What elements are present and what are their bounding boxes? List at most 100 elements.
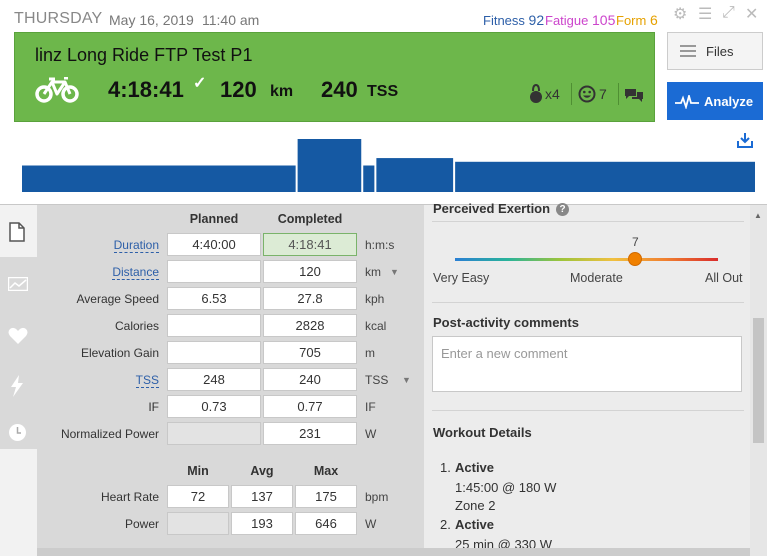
form-metric: Form 6 <box>616 12 658 28</box>
hr-unit: bpm <box>365 490 389 504</box>
divider <box>571 83 572 105</box>
min-column-header: Min <box>187 464 209 478</box>
distance-planned-input[interactable] <box>167 260 261 283</box>
sidebar-item-history[interactable] <box>0 413 37 449</box>
exertion-slider-handle[interactable] <box>628 252 642 266</box>
sidebar-item-summary[interactable] <box>0 205 37 257</box>
avg-column-header: Avg <box>250 464 274 478</box>
analyze-button[interactable]: Analyze <box>667 82 763 120</box>
files-icon <box>680 45 696 57</box>
max-column-header: Max <box>313 464 339 478</box>
hr-max-input[interactable]: 175 <box>295 485 357 508</box>
day-label: THURSDAY <box>14 10 103 27</box>
elevation-label: Elevation Gain <box>80 346 159 360</box>
comments-icon <box>625 89 643 102</box>
download-icon[interactable] <box>737 132 753 148</box>
fatigue-label: Fatigue <box>545 13 589 28</box>
duration-planned-input[interactable]: 4:40:00 <box>167 233 261 256</box>
if-planned-input[interactable]: 0.73 <box>167 395 261 418</box>
elevation-completed-input[interactable]: 705 <box>263 341 357 364</box>
files-button[interactable]: Files <box>667 32 763 70</box>
completed-check-icon: ✓ <box>193 75 207 92</box>
tss-planned-input[interactable]: 248 <box>167 368 261 391</box>
divider <box>618 83 619 105</box>
distance-unit-select[interactable]: km <box>365 265 381 279</box>
gear-icon[interactable]: ⚙ <box>673 6 688 23</box>
divider <box>432 410 744 411</box>
fitness-label: Fitness <box>483 13 525 28</box>
lightning-icon <box>11 375 23 397</box>
distance-completed-input[interactable]: 120 <box>263 260 357 283</box>
calories-completed-input[interactable]: 2828 <box>263 314 357 337</box>
kettlebell-count: x4 <box>545 86 560 102</box>
divider <box>432 302 744 303</box>
np-unit: W <box>365 427 377 441</box>
hr-avg-input[interactable]: 137 <box>231 485 293 508</box>
scrollbar-thumb[interactable] <box>753 318 764 443</box>
divider <box>432 221 744 222</box>
chevron-down-icon[interactable]: ▼ <box>402 375 411 385</box>
step-number: 1. <box>440 460 451 475</box>
vertical-scrollbar[interactable]: ▲ <box>750 205 767 556</box>
calories-planned-input[interactable] <box>167 314 261 337</box>
duration-completed-input[interactable]: 4:18:41 <box>263 233 357 256</box>
tss-unit: TSS <box>367 83 399 100</box>
heart-rate-label: Heart Rate <box>100 490 159 504</box>
menu-icon[interactable]: ☰ <box>698 6 713 23</box>
scroll-up-icon[interactable]: ▲ <box>754 211 762 220</box>
chevron-down-icon[interactable]: ▼ <box>390 267 399 277</box>
workout-intensity-chart <box>22 139 755 192</box>
pulse-icon <box>675 95 699 109</box>
exertion-slider-track[interactable] <box>455 258 718 261</box>
tss-completed-input[interactable]: 240 <box>263 368 357 391</box>
exertion-mid-label: Moderate <box>570 271 623 285</box>
intensity-bar <box>22 165 296 192</box>
power-avg-input[interactable]: 193 <box>231 512 293 535</box>
tss-unit-select[interactable]: TSS <box>365 373 389 387</box>
intensity-bar <box>455 161 755 192</box>
avg-speed-completed-input[interactable]: 27.8 <box>263 287 357 310</box>
workout-summary-card: linz Long Ride FTP Test P1 4:18:41 ✓ 120… <box>14 32 655 122</box>
if-completed-input[interactable]: 0.77 <box>263 395 357 418</box>
workout-title[interactable]: linz Long Ride FTP Test P1 <box>35 45 253 65</box>
chart-icon <box>8 277 28 291</box>
distance-label-text[interactable]: Distance <box>112 265 159 280</box>
tss-label[interactable]: TSS <box>37 373 159 388</box>
feel-count: 7 <box>599 86 607 102</box>
if-label: IF <box>148 400 159 414</box>
sidebar-item-charts[interactable] <box>0 257 37 309</box>
elevation-planned-input[interactable] <box>167 341 261 364</box>
tss-label-text[interactable]: TSS <box>135 373 159 388</box>
calories-label: Calories <box>114 319 159 333</box>
comment-input[interactable]: Enter a new comment <box>432 336 742 392</box>
duration-label[interactable]: Duration <box>37 238 159 253</box>
step-detail: Zone 2 <box>455 498 496 513</box>
help-icon[interactable]: ? <box>556 203 569 216</box>
close-icon[interactable]: ✕ <box>745 6 759 23</box>
hr-min-input[interactable]: 72 <box>167 485 229 508</box>
exertion-low-label: Very Easy <box>433 271 490 285</box>
duration-label-text[interactable]: Duration <box>113 238 159 253</box>
analyze-button-label: Analyze <box>704 94 754 109</box>
np-completed-input[interactable]: 231 <box>263 422 357 445</box>
form-label: Form <box>616 13 647 28</box>
sidebar-item-peaks[interactable] <box>0 361 37 413</box>
files-button-label: Files <box>706 44 734 59</box>
step-detail: 1:45:00 @ 180 W <box>455 480 557 495</box>
fatigue-value: 105 <box>592 12 616 28</box>
bike-icon <box>35 77 79 103</box>
workout-distance: 120 <box>220 77 257 102</box>
avg-speed-planned-input[interactable]: 6.53 <box>167 287 261 310</box>
exertion-high-label: All Out <box>705 271 743 285</box>
distance-label[interactable]: Distance <box>37 265 159 280</box>
expand-icon[interactable]: ⤢ <box>722 4 735 21</box>
duration-unit: h:m:s <box>365 238 395 252</box>
distance-unit: km <box>270 83 294 100</box>
completed-column-header: Completed <box>277 212 343 226</box>
horizontal-scrollbar[interactable] <box>37 548 750 556</box>
avg-speed-label: Average Speed <box>76 292 159 306</box>
sidebar-item-health[interactable] <box>0 309 37 361</box>
heart-icon <box>8 327 28 344</box>
power-max-input[interactable]: 646 <box>295 512 357 535</box>
intensity-bar <box>363 165 375 192</box>
